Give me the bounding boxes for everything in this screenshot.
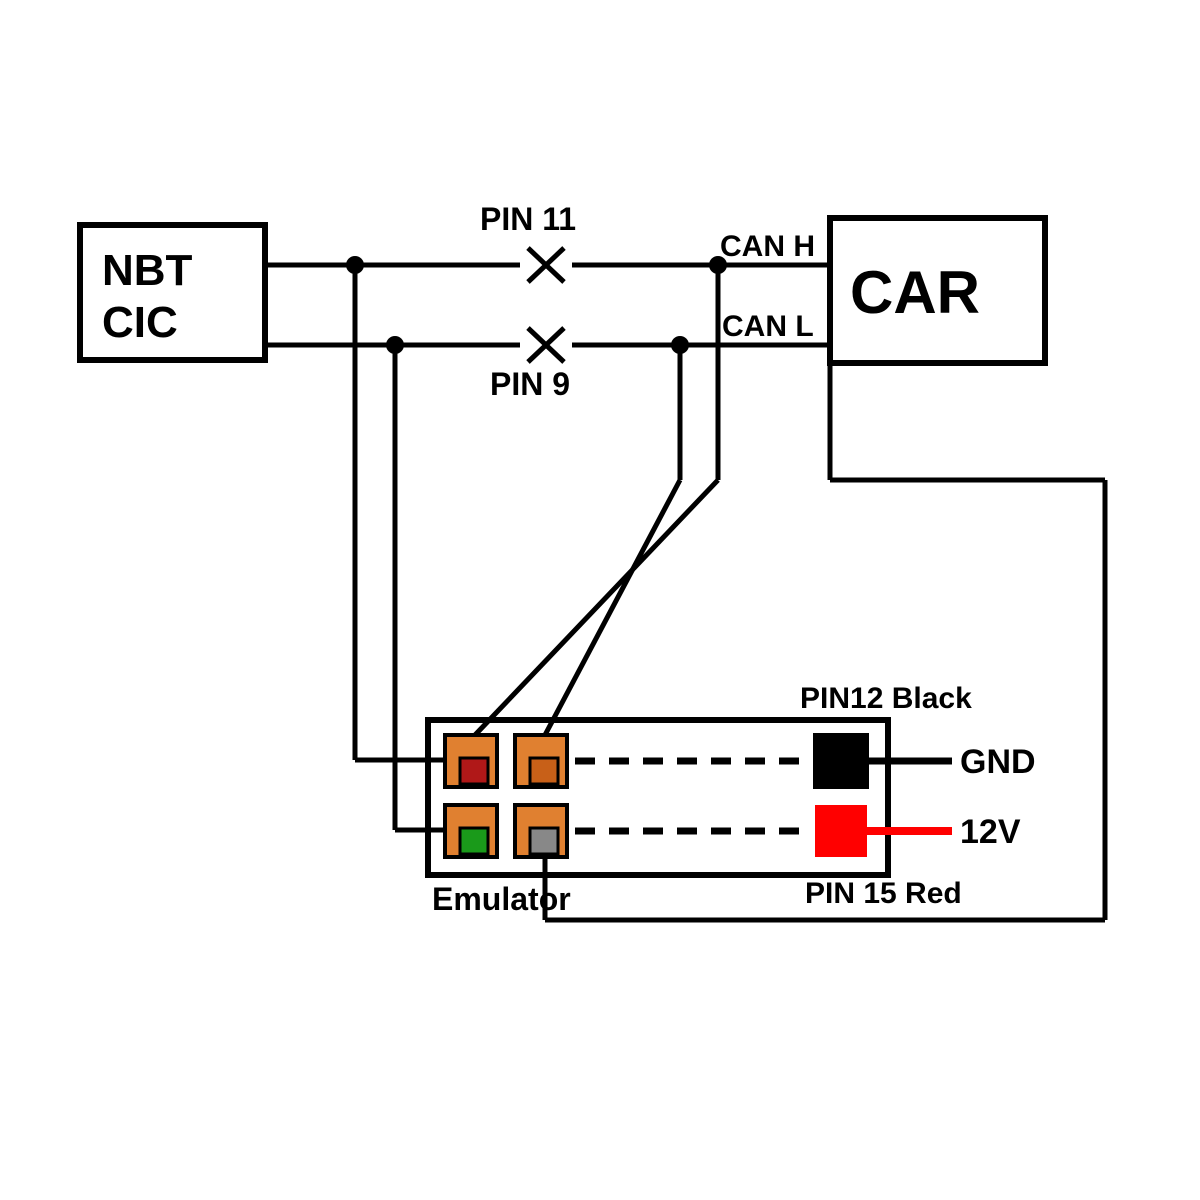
conn-2-inner <box>530 758 558 784</box>
canh-label: CAN H <box>720 230 815 263</box>
canl-label: CAN L <box>722 310 814 343</box>
pin11-label: PIN 11 <box>480 201 576 237</box>
nbt-label-2: CIC <box>102 298 178 347</box>
cut-mark-top <box>528 248 564 282</box>
pin9-label: PIN 9 <box>490 366 570 402</box>
tap-right-diag1 <box>475 480 718 735</box>
conn-4-inner <box>530 828 558 854</box>
car-label: CAR <box>850 259 980 326</box>
conn-1-inner <box>460 758 488 784</box>
nbt-label-1: NBT <box>102 246 193 295</box>
cut-mark-bot <box>528 328 564 362</box>
pin15-label: PIN 15 Red <box>805 877 962 910</box>
gnd-label: GND <box>960 743 1036 781</box>
emulator-label: Emulator <box>432 881 571 917</box>
v12-label: 12V <box>960 813 1021 851</box>
conn-3-inner <box>460 828 488 854</box>
pin12-label: PIN12 Black <box>800 682 972 715</box>
tap-right-diag2 <box>545 480 680 735</box>
gnd-block <box>815 735 867 787</box>
pwr-block <box>815 805 867 857</box>
